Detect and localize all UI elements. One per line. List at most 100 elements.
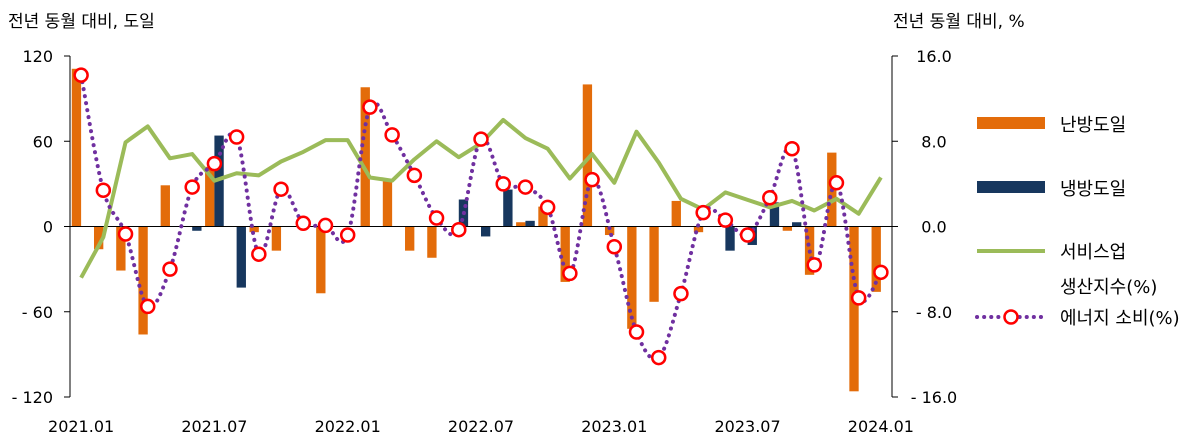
energy-point-marker bbox=[628, 324, 645, 340]
bar-heating bbox=[427, 226, 437, 258]
bar-heating bbox=[693, 226, 704, 233]
energy-point-marker bbox=[539, 199, 556, 216]
left-tick-label: 120 bbox=[22, 47, 53, 66]
energy-point-marker bbox=[339, 227, 356, 243]
bar-heating bbox=[582, 84, 593, 227]
bar-cooling bbox=[481, 226, 491, 237]
bar-heating bbox=[782, 226, 793, 231]
bar-cooling bbox=[503, 189, 513, 227]
energy-point-marker bbox=[206, 155, 223, 172]
energy-point-marker bbox=[162, 261, 178, 277]
legend-energy-marker bbox=[1003, 309, 1019, 325]
bar-heating bbox=[671, 200, 681, 227]
energy-point-marker bbox=[517, 179, 534, 195]
bar-heating bbox=[560, 226, 570, 282]
energy-point-marker bbox=[117, 226, 134, 242]
energy-point-marker bbox=[784, 140, 800, 157]
bar-heating bbox=[138, 226, 148, 335]
x-tick-label: 2021.01 bbox=[48, 417, 114, 436]
energy-point-marker bbox=[384, 127, 400, 143]
left-tick-label: 60 bbox=[33, 132, 53, 151]
energy-point-marker bbox=[650, 349, 667, 366]
energy-point-marker bbox=[739, 227, 756, 243]
bar-cooling bbox=[525, 220, 535, 227]
energy-point-marker bbox=[228, 129, 245, 145]
energy-point-marker bbox=[473, 131, 489, 147]
bar-heating bbox=[205, 166, 215, 227]
right-tick-label: - 16.0 bbox=[911, 388, 957, 407]
bar-heating bbox=[316, 226, 326, 294]
bar-heating bbox=[160, 185, 170, 227]
energy-point-marker bbox=[406, 167, 423, 184]
energy-point-marker bbox=[673, 285, 689, 302]
bar-cooling bbox=[236, 226, 246, 288]
line-energy-consumption bbox=[79, 73, 883, 362]
energy-point-marker bbox=[273, 181, 289, 197]
legend-energy-label: 에너지 소비(%) bbox=[1060, 308, 1180, 329]
bar-heating bbox=[71, 68, 82, 227]
energy-point-marker bbox=[362, 99, 378, 115]
legend-service-label-line1: 서비스업 bbox=[1060, 242, 1126, 263]
legend-service-label-line2: 생산지수(%) bbox=[1060, 277, 1157, 298]
energy-point-marker bbox=[428, 210, 445, 226]
x-tick-label: 2024.01 bbox=[848, 417, 914, 436]
energy-point-marker bbox=[717, 212, 734, 228]
energy-point-marker bbox=[451, 221, 467, 238]
bar-heating bbox=[93, 226, 104, 250]
left-tick-label: - 60 bbox=[22, 303, 53, 322]
bar-heating bbox=[405, 226, 415, 251]
energy-point-marker bbox=[850, 290, 867, 306]
energy-point-marker bbox=[806, 257, 822, 273]
energy-point-marker bbox=[584, 171, 600, 188]
bar-cooling bbox=[769, 202, 780, 227]
energy-point-marker bbox=[495, 176, 511, 192]
bar-heating bbox=[604, 226, 615, 236]
right-tick-label: 16.0 bbox=[916, 47, 952, 66]
right-tick-label: 0.0 bbox=[921, 218, 946, 237]
x-tick-label: 2022.01 bbox=[315, 417, 381, 436]
x-tick-label: 2023.07 bbox=[715, 417, 781, 436]
bar-heating bbox=[649, 226, 659, 302]
x-tick-label: 2022.07 bbox=[448, 417, 514, 436]
legend-heating-swatch bbox=[977, 117, 1045, 129]
energy-point-marker bbox=[73, 67, 89, 83]
bar-heating bbox=[360, 87, 370, 227]
energy-point-marker bbox=[317, 217, 334, 234]
plot-area: 120 60 0 - 60 - 120 16.0 8.0 0.0 - 8.0 - 16.0 2021… bbox=[12, 47, 958, 436]
energy-point-marker bbox=[762, 189, 778, 206]
energy-point-marker bbox=[295, 215, 312, 232]
energy-point-marker bbox=[562, 265, 578, 282]
bar-heating bbox=[849, 226, 859, 392]
legend-heating-label: 난방도일 bbox=[1060, 115, 1126, 136]
energy-point-marker bbox=[251, 246, 267, 262]
bar-heating bbox=[249, 226, 259, 233]
energy-point-marker bbox=[606, 238, 623, 255]
bar-cooling bbox=[725, 226, 735, 251]
energy-point-marker bbox=[828, 175, 845, 191]
energy-point-marker bbox=[184, 179, 200, 195]
x-tick-label: 2023.01 bbox=[581, 417, 647, 436]
bar-heating bbox=[382, 181, 393, 227]
legend-cooling-swatch bbox=[977, 181, 1045, 193]
x-tick-label: 2021.07 bbox=[181, 417, 247, 436]
left-tick-label: 0 bbox=[43, 218, 53, 237]
bar-heating bbox=[516, 222, 526, 227]
bar-heating bbox=[871, 226, 881, 292]
bar-cooling bbox=[192, 226, 202, 231]
right-tick-label: - 8.0 bbox=[916, 303, 952, 322]
bar-heating bbox=[627, 226, 637, 329]
energy-point-marker bbox=[95, 182, 112, 199]
right-tick-label: 8.0 bbox=[921, 132, 946, 151]
bar-heating bbox=[116, 226, 126, 271]
energy-point-marker bbox=[873, 264, 889, 281]
energy-point-marker bbox=[695, 204, 711, 221]
bar-cooling bbox=[792, 222, 802, 227]
left-axis-title: 전년 동월 대비, 도일 bbox=[8, 12, 155, 32]
energy-point-marker bbox=[140, 298, 156, 315]
bar-heating bbox=[271, 226, 282, 251]
right-axis-title: 전년 동월 대비, % bbox=[893, 12, 1025, 32]
legend-cooling-label: 냉방도일 bbox=[1060, 179, 1126, 200]
left-tick-label: - 120 bbox=[12, 388, 53, 407]
